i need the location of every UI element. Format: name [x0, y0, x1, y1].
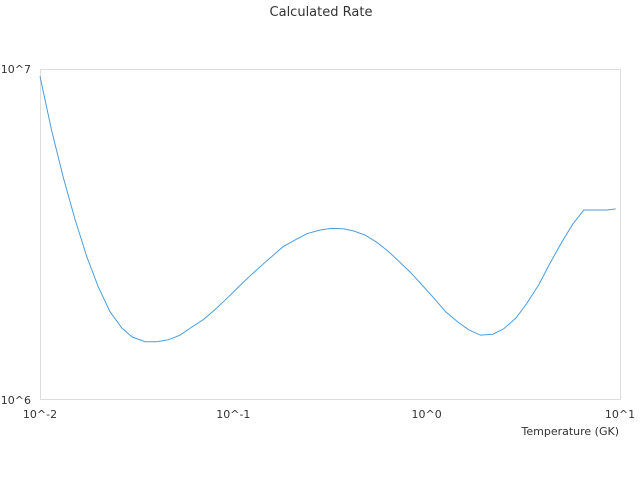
x-tick-label: 10^-1: [216, 408, 250, 421]
series-line: [39, 76, 616, 343]
y-tick-label: 10^7: [1, 63, 31, 76]
x-tick-labels: 10^-2 10^-1 10^0 10^1: [23, 408, 635, 421]
x-tick-label: 10^0: [412, 408, 442, 421]
x-tick-label: 10^1: [605, 408, 635, 421]
chart-title: Calculated Rate: [270, 5, 373, 20]
x-axis-title: Temperature (GK): [521, 425, 620, 438]
y-tick-label: 10^6: [1, 394, 31, 407]
y-tick-labels: 10^6 10^7: [1, 63, 31, 407]
plot-frame: [40, 69, 621, 400]
x-tick-label: 10^-2: [23, 408, 57, 421]
